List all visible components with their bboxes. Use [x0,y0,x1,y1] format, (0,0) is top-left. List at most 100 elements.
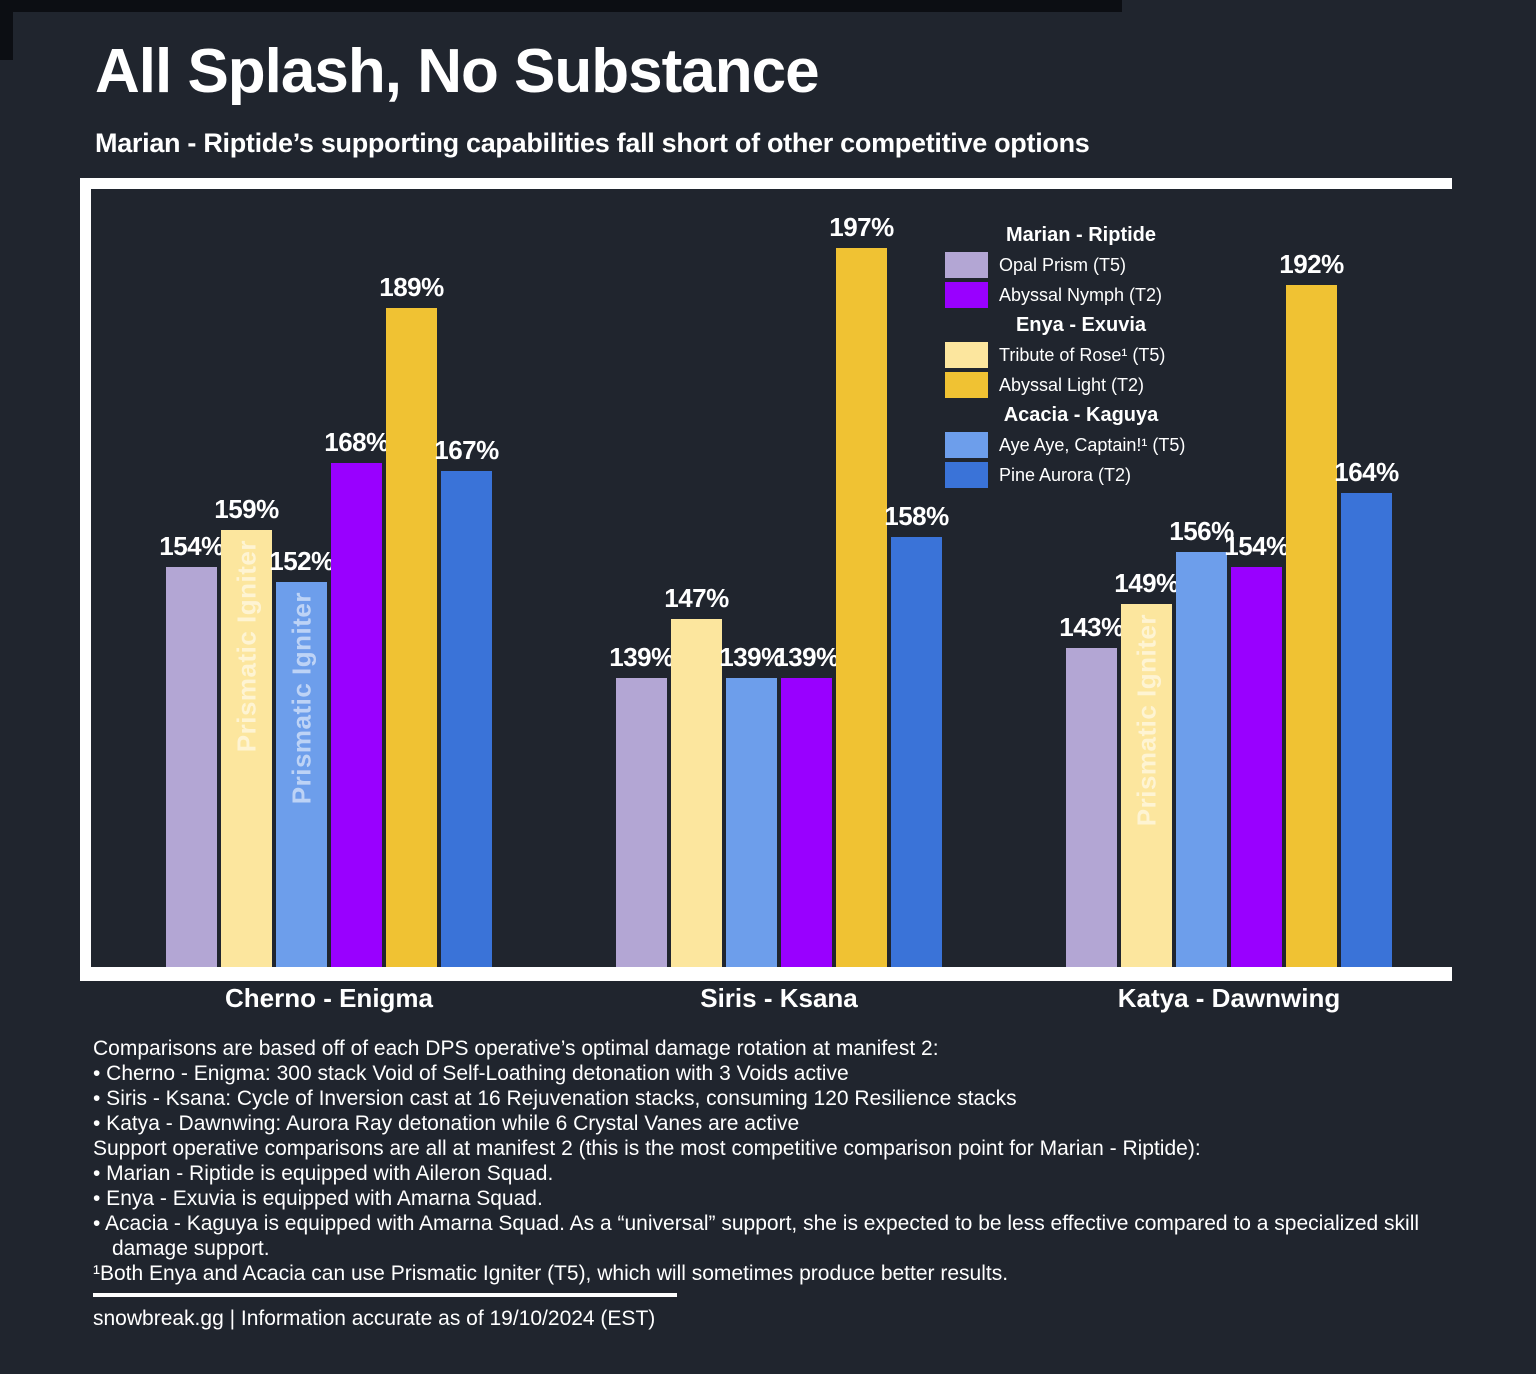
bar-rect-abyssal-nymph-t2: 168% [324,427,389,967]
bar-abyssal-light-t2: 192% [1279,189,1344,967]
legend-item-label: Pine Aurora (T2) [999,464,1132,485]
bar-group-siris-ksana: 139% 147% 139% 139% 197% 158% [609,189,949,967]
page-title: All Splash, No Substance [95,37,820,106]
bar-aye-aye-captain-t5: 156% [1169,189,1234,967]
legend-item-label: Opal Prism (T5) [999,254,1127,275]
category-labels: Cherno - Enigma Siris - Ksana Katya - Dawn… [91,983,1452,1014]
legend-swatch-abyssal-light-t2 [945,372,988,398]
bar-rect-opal-prism-t5: 143% [1059,612,1124,967]
bar-group-cherno-enigma: 154% 159% Prismatic Igniter 152% Prismatic I… [159,189,499,967]
footnote-line: • Enya - Exuvia is equipped with Amarna … [93,1187,543,1210]
bar-rect-tribute-of-rose-t5: 159% Prismatic Igniter [214,494,279,967]
bar-value-label: 192% [1279,249,1344,280]
footnote-line: ¹Both Enya and Acacia can use Prismatic … [93,1262,1009,1285]
bar-value-label: 139% [609,642,674,673]
footnote-lines: Comparisons are based off of each DPS op… [93,1036,1438,1286]
bar-value-label: 164% [1334,456,1399,487]
screenshot-edge-left [0,0,13,60]
bar-abyssal-light-t2: 189% [379,189,444,967]
chart-frame-top-border [80,178,1452,189]
bar-annotation-prismatic-igniter: Prismatic Igniter [286,591,316,804]
bar-value-label: 152% [269,545,334,576]
bar-value-label: 167% [434,434,499,465]
footnote-line: • Cherno - Enigma: 300 stack Void of Sel… [93,1062,849,1085]
category-label-katya-dawnwing: Katya - Dawnwing [1117,983,1341,1013]
footnote-line: • Acacia - Kaguya is equipped with Amarn… [93,1212,1420,1260]
legend-swatch-tribute-of-rose-t5 [945,342,988,368]
legend-header-enya-exuvia: Enya - Exuvia [1015,314,1147,336]
bar-abyssal-nymph-t2: 139% [774,189,839,967]
footnote-line: Comparisons are based off of each DPS op… [93,1037,939,1060]
bar-abyssal-nymph-t2: 154% [1224,189,1289,967]
legend-item-tribute-of-rose-t5: Tribute of Rose¹ (T5) [945,340,1217,370]
legend-item-label: Aye Aye, Captain!¹ (T5) [999,434,1186,455]
bar-rect-pine-aurora-t2: 158% [884,501,949,967]
legend-header-acacia-kaguya: Acacia - Kaguya [1003,404,1159,426]
bar-abyssal-nymph-t2: 168% [324,189,389,967]
chart-frame: 154% 159% Prismatic Igniter 152% Prismatic I… [80,178,1452,981]
bar-rect-abyssal-light-t2: 197% [829,212,894,967]
legend-item-aye-aye-captain-t5: Aye Aye, Captain!¹ (T5) [945,430,1217,460]
bar-tribute-of-rose-t5: 147% [664,189,729,967]
legend-swatch-abyssal-nymph-t2 [945,282,988,308]
bar-annotation-prismatic-igniter: Prismatic Igniter [231,539,261,753]
bar-value-label: 159% [214,493,279,524]
bar-rect-abyssal-nymph-t2: 154% [1224,531,1289,967]
bar-rect-aye-aye-captain-t5: 156% [1169,516,1234,967]
page-subtitle: Marian - Riptide’s supporting capabiliti… [95,128,1090,158]
bar-opal-prism-t5: 154% [159,189,224,967]
bar-value-label: 147% [664,582,729,613]
screenshot-edge-top [0,0,1122,12]
source-line: snowbreak.gg | Information accurate as o… [93,1307,656,1330]
bar-rect-tribute-of-rose-t5: 149% Prismatic Igniter [1114,568,1179,967]
bar-value-label: 139% [719,642,784,673]
category-label-cherno-enigma: Cherno - Enigma [224,983,433,1013]
bar-value-label: 143% [1059,612,1124,643]
bar-rect-pine-aurora-t2: 167% [434,435,499,967]
legend-item-label: Abyssal Light (T2) [999,374,1145,395]
footnote-line: • Katya - Dawnwing: Aurora Ray detonatio… [93,1112,800,1135]
bar-rect-aye-aye-captain-t5: 139% [719,642,784,967]
bar-value-label: 154% [1224,530,1289,561]
bar-value-label: 197% [829,212,894,243]
bar-value-label: 149% [1114,567,1179,598]
bar-pine-aurora-t2: 167% [434,189,499,967]
legend-swatch-aye-aye-captain-t5 [945,432,988,458]
bar-rect-tribute-of-rose-t5: 147% [664,583,729,967]
bar-rect-pine-aurora-t2: 164% [1334,457,1399,967]
bar-pine-aurora-t2: 164% [1334,189,1399,967]
bar-value-label: 168% [324,427,389,458]
legend-swatch-pine-aurora-t2 [945,462,988,488]
bar-value-label: 154% [159,530,224,561]
footnote-line: Support operative comparisons are all at… [93,1137,1201,1160]
bar-tribute-of-rose-t5: 159% Prismatic Igniter [214,189,279,967]
footnote-line: • Marian - Riptide is equipped with Aile… [93,1162,554,1185]
legend-item-pine-aurora-t2: Pine Aurora (T2) [945,460,1217,490]
legend-item-abyssal-nymph-t2: Abyssal Nymph (T2) [945,280,1217,310]
bar-value-label: 156% [1169,516,1234,547]
footnotes: Comparisons are based off of each DPS op… [93,1036,1438,1331]
bar-value-label: 139% [774,642,839,673]
bar-rect-aye-aye-captain-t5: 152% Prismatic Igniter [269,546,334,967]
legend-item-opal-prism-t5: Opal Prism (T5) [945,250,1217,280]
bar-opal-prism-t5: 139% [609,189,674,967]
bar-pine-aurora-t2: 158% [884,189,949,967]
bar-aye-aye-captain-t5: 139% [719,189,784,967]
legend-item-abyssal-light-t2: Abyssal Light (T2) [945,370,1217,400]
legend-item-label: Abyssal Nymph (T2) [999,284,1163,305]
footer-divider [93,1293,677,1297]
bar-aye-aye-captain-t5: 152% Prismatic Igniter [269,189,334,967]
bar-rect-opal-prism-t5: 154% [159,531,224,967]
bar-annotation-prismatic-igniter: Prismatic Igniter [1131,613,1161,827]
bar-tribute-of-rose-t5: 149% Prismatic Igniter [1114,189,1179,967]
bar-opal-prism-t5: 143% [1059,189,1124,967]
plot-area: 154% 159% Prismatic Igniter 152% Prismatic I… [91,189,1452,967]
legend-header-marian-riptide: Marian - Riptide [1005,224,1156,246]
legend-item-label: Tribute of Rose¹ (T5) [999,344,1166,365]
bar-value-label: 189% [379,271,444,302]
legend: Marian - Riptide Opal Prism (T5) Abyssal N… [945,220,1217,490]
bar-value-label: 158% [884,501,949,532]
x-axis-line [80,967,1452,981]
bar-abyssal-light-t2: 197% [829,189,894,967]
